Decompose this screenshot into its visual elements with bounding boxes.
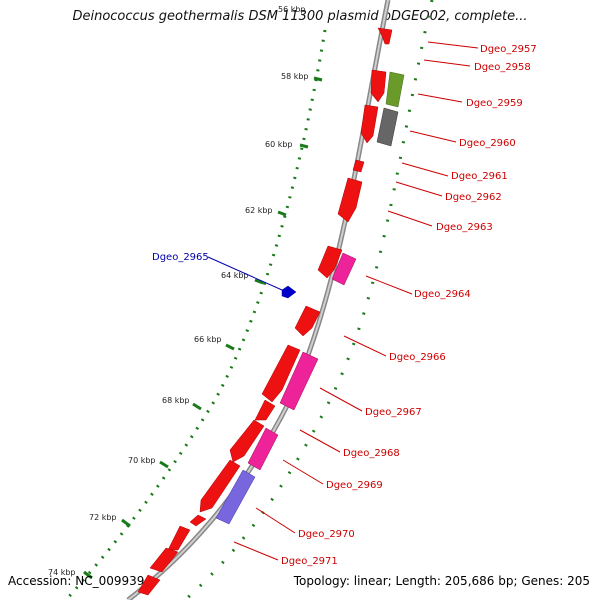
gene-label-2968[interactable]: Dgeo_2968	[343, 448, 400, 459]
tick-62	[277, 210, 287, 217]
gene-label-2970[interactable]: Dgeo_2970	[298, 529, 355, 540]
scale-label-72: 72 kbp	[89, 513, 117, 522]
leader-2967	[319, 387, 363, 412]
scale-label-74: 74 kbp	[48, 568, 76, 577]
leader-2965	[207, 256, 283, 291]
gene-arrow-2960[interactable]	[360, 104, 379, 144]
leader-2969	[282, 459, 324, 485]
tick-72	[121, 518, 131, 528]
leader-2958	[423, 59, 471, 67]
gene-block-2964[interactable]	[331, 252, 357, 286]
tick-58	[313, 76, 323, 82]
gene-label-2966[interactable]: Dgeo_2966	[389, 352, 446, 363]
gene-arrow-2968a[interactable]	[254, 399, 276, 421]
gene-label-2958[interactable]: Dgeo_2958	[474, 62, 531, 73]
gene-arrow-2963[interactable]	[337, 177, 363, 223]
gene-label-2959[interactable]: Dgeo_2959	[466, 98, 523, 109]
leader-2959	[417, 93, 463, 103]
scale-ticks	[83, 76, 323, 580]
backbone-outer	[126, 0, 391, 600]
tick-68	[192, 402, 202, 411]
tick-74	[83, 570, 93, 580]
gene-arrow-2967a[interactable]	[261, 344, 301, 403]
gene-arrow-2970b[interactable]	[189, 514, 207, 527]
leader-2962	[395, 181, 443, 197]
leader-2968	[299, 429, 341, 453]
leader-2971	[233, 541, 279, 561]
gene-arrow-2970a[interactable]	[199, 459, 241, 513]
scale-label-66: 66 kbp	[194, 335, 222, 344]
gene-block-2970[interactable]	[215, 469, 256, 525]
scale-label-60: 60 kbp	[265, 140, 293, 149]
leader-2963	[387, 210, 433, 227]
map-title: Deinococcus geothermalis DSM 11300 plasm…	[72, 9, 528, 24]
leader-2961	[401, 162, 449, 177]
backbone-inner	[127, 0, 389, 600]
gene-label-2960[interactable]: Dgeo_2960	[459, 138, 516, 149]
scale-label-62: 62 kbp	[245, 206, 273, 215]
scale-label-68: 68 kbp	[162, 396, 190, 405]
leader-2966	[343, 335, 387, 357]
gene-block-2967[interactable]	[279, 351, 319, 411]
tick-66	[225, 343, 235, 351]
gene-block-2960[interactable]	[376, 107, 399, 147]
accession-text: Accession: NC_009939	[8, 574, 145, 588]
gene-block-2959[interactable]	[385, 71, 405, 108]
leader-2957	[427, 41, 479, 49]
gene-arrow-2966[interactable]	[294, 305, 321, 337]
summary-text: Topology: linear; Length: 205,686 bp; Ge…	[293, 574, 590, 588]
tick-64	[254, 278, 264, 285]
gene-label-2962[interactable]: Dgeo_2962	[445, 192, 502, 203]
scale-label-70: 70 kbp	[128, 456, 156, 465]
scale-label-58: 58 kbp	[281, 72, 309, 81]
leader-2964	[365, 275, 413, 295]
gene-arrow-2971b[interactable]	[149, 547, 179, 573]
gene-label-2964[interactable]: Dgeo_2964	[414, 289, 471, 300]
genes-outer	[137, 27, 393, 596]
gene-arrow-2968b[interactable]	[229, 419, 265, 463]
tick-70	[159, 460, 169, 469]
gene-arrow-2959[interactable]	[370, 69, 387, 103]
gene-label-2957[interactable]: Dgeo_2957	[480, 44, 537, 55]
gene-block-2969[interactable]	[247, 427, 279, 471]
gene-label-2965[interactable]: Dgeo_2965	[152, 252, 209, 263]
gene-arrow-2957[interactable]	[377, 27, 393, 45]
scale-label-56: 56 kbp	[278, 5, 306, 14]
gene-label-2969[interactable]: Dgeo_2969	[326, 480, 383, 491]
tick-60	[299, 143, 309, 149]
gene-label-2963[interactable]: Dgeo_2963	[436, 222, 493, 233]
gene-label-2961[interactable]: Dgeo_2961	[451, 171, 508, 182]
leader-2970	[255, 507, 296, 534]
scale-label-64: 64 kbp	[221, 271, 249, 280]
gene-label-2971[interactable]: Dgeo_2971	[281, 556, 338, 567]
gene-arrow-2972[interactable]	[137, 574, 161, 596]
gene-arrow-2964a[interactable]	[317, 245, 343, 279]
gene-arrow-2961[interactable]	[352, 159, 365, 173]
scale-dotted-arc	[64, 29, 327, 600]
gene-arrow-2965[interactable]	[281, 285, 297, 299]
gene-label-2967[interactable]: Dgeo_2967	[365, 407, 422, 418]
leader-2960	[409, 130, 457, 143]
genes-colored	[215, 71, 405, 525]
gene-arrow-2971a[interactable]	[167, 525, 191, 551]
